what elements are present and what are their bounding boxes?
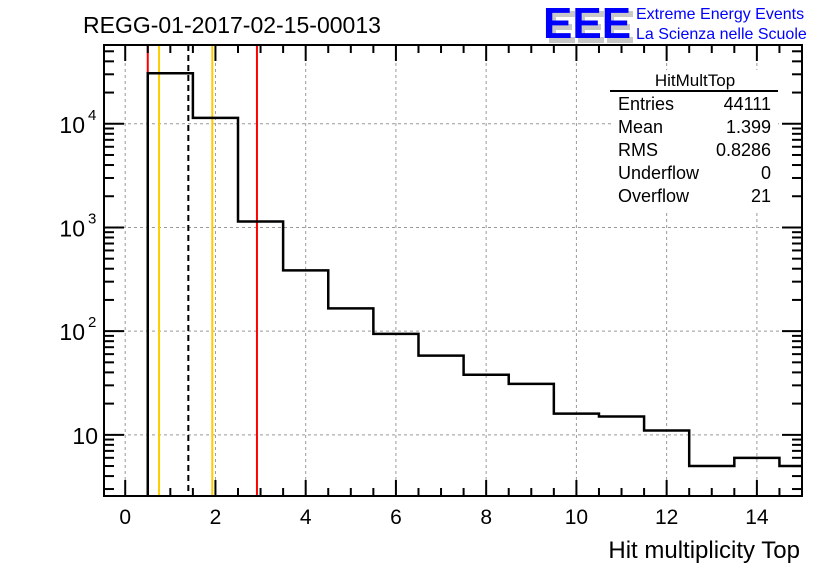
logo-shadow-bar (549, 37, 575, 43)
x-tick-label: 0 (119, 506, 131, 529)
x-tick-label: 12 (655, 506, 678, 529)
logo-line1: Extreme Energy Events (636, 6, 804, 23)
y-tick-label: 10 (59, 319, 85, 345)
histogram-bin (599, 417, 644, 496)
logo-shadow-bar (578, 37, 604, 43)
histogram-bin (193, 118, 238, 496)
logo-shadow-bar (607, 11, 633, 17)
histogram (146, 72, 802, 496)
logo-shadow-bar (607, 24, 630, 30)
stats-box: HitMultTop Entries 44111 Mean 1.399 RMS 0.828… (610, 70, 778, 210)
histogram-outline (146, 72, 802, 496)
logo-shadow-bar (549, 11, 575, 17)
stats-label: Entries (618, 94, 674, 114)
chart-title: REGG-01-2017-02-15-00013 (83, 12, 381, 38)
grid (104, 45, 802, 496)
x-tick-label: 2 (210, 506, 222, 529)
axis-ticks (104, 45, 803, 496)
histogram-bin (328, 308, 373, 496)
x-tick-label: 14 (745, 506, 769, 529)
logo-shadow-bar (549, 24, 572, 30)
logo-shadow-bar (578, 24, 601, 30)
y-tick-label: 10 (59, 112, 85, 138)
stats-label: RMS (618, 140, 658, 160)
histogram-bin (238, 222, 283, 496)
stats-value: 21 (751, 186, 771, 206)
logo-shadow (549, 11, 633, 43)
logo-shadow-bar (607, 37, 633, 43)
histogram-bin (148, 73, 193, 496)
y-tick-exponent: 2 (88, 314, 96, 331)
logo-line2: La Scienza nelle Scuole (636, 26, 807, 43)
stats-value: 44111 (724, 94, 771, 114)
eee-logo: EEE Extreme Energy Events La Scienza nel… (543, 0, 807, 48)
histogram-bin (509, 384, 554, 496)
stats-value: 1.399 (726, 117, 771, 137)
x-tick-label: 8 (480, 506, 492, 529)
stats-label: Overflow (618, 186, 690, 206)
x-tick-label: 10 (565, 506, 588, 529)
y-tick-label: 10 (72, 423, 98, 449)
y-tick-exponent: 4 (88, 107, 96, 124)
stats-label: Underflow (618, 163, 700, 183)
x-tick-label: 4 (300, 506, 312, 529)
histogram-bin (779, 466, 802, 496)
stats-value: 0 (761, 163, 771, 183)
x-tick-label: 6 (390, 506, 402, 529)
plot-frame (103, 44, 803, 497)
logo-mark: EEE (543, 0, 631, 48)
y-tick-label: 10 (59, 215, 85, 241)
stats-label: Mean (618, 117, 663, 137)
stats-background (612, 70, 778, 210)
stats-value: 0.8286 (716, 140, 771, 160)
logo-shadow-bar (578, 11, 604, 17)
y-tick-exponent: 3 (88, 210, 96, 227)
x-axis-label: Hit multiplicity Top (608, 537, 800, 564)
stats-title: HitMultTop (655, 71, 735, 90)
reference-lines (146, 45, 258, 496)
histogram-bin (418, 356, 463, 496)
